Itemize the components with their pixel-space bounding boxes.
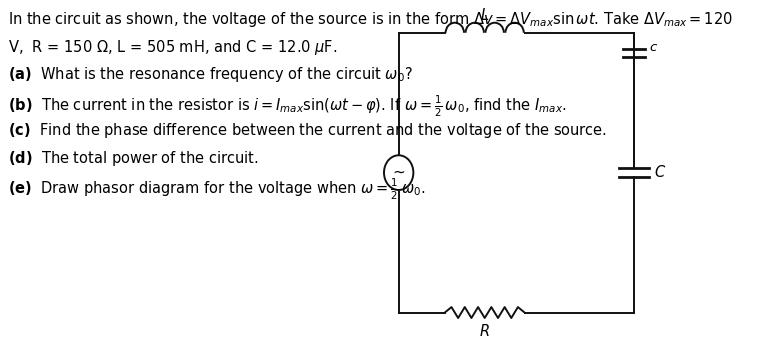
Text: R: R [480,324,490,340]
Text: In the circuit as shown, the voltage of the source is in the form $\Delta v = \D: In the circuit as shown, the voltage of … [9,10,734,29]
Text: c: c [650,41,657,54]
Text: L: L [481,8,489,23]
Text: $\bf{(b)}$  The current in the resistor is $i = I_{max}\sin(\omega t - \varphi)$: $\bf{(b)}$ The current in the resistor i… [9,93,567,119]
Text: C: C [655,165,665,180]
Text: $\bf{(a)}$  What is the resonance frequency of the circuit $\omega_0$?: $\bf{(a)}$ What is the resonance frequen… [9,66,413,84]
Text: ~: ~ [392,164,405,179]
Text: $\bf{(c)}$  Find the phase difference between the current and the voltage of the: $\bf{(c)}$ Find the phase difference bet… [9,121,608,140]
Text: $\bf{(e)}$  Draw phasor diagram for the voltage when $\omega = \frac{1}{2}\,\ome: $\bf{(e)}$ Draw phasor diagram for the v… [9,177,426,202]
Text: $\bf{(d)}$  The total power of the circuit.: $\bf{(d)}$ The total power of the circui… [9,149,259,168]
Text: V,  R = 150 $\Omega$, L = 505 mH, and C = 12.0 $\mu$F.: V, R = 150 $\Omega$, L = 505 mH, and C =… [9,38,338,57]
